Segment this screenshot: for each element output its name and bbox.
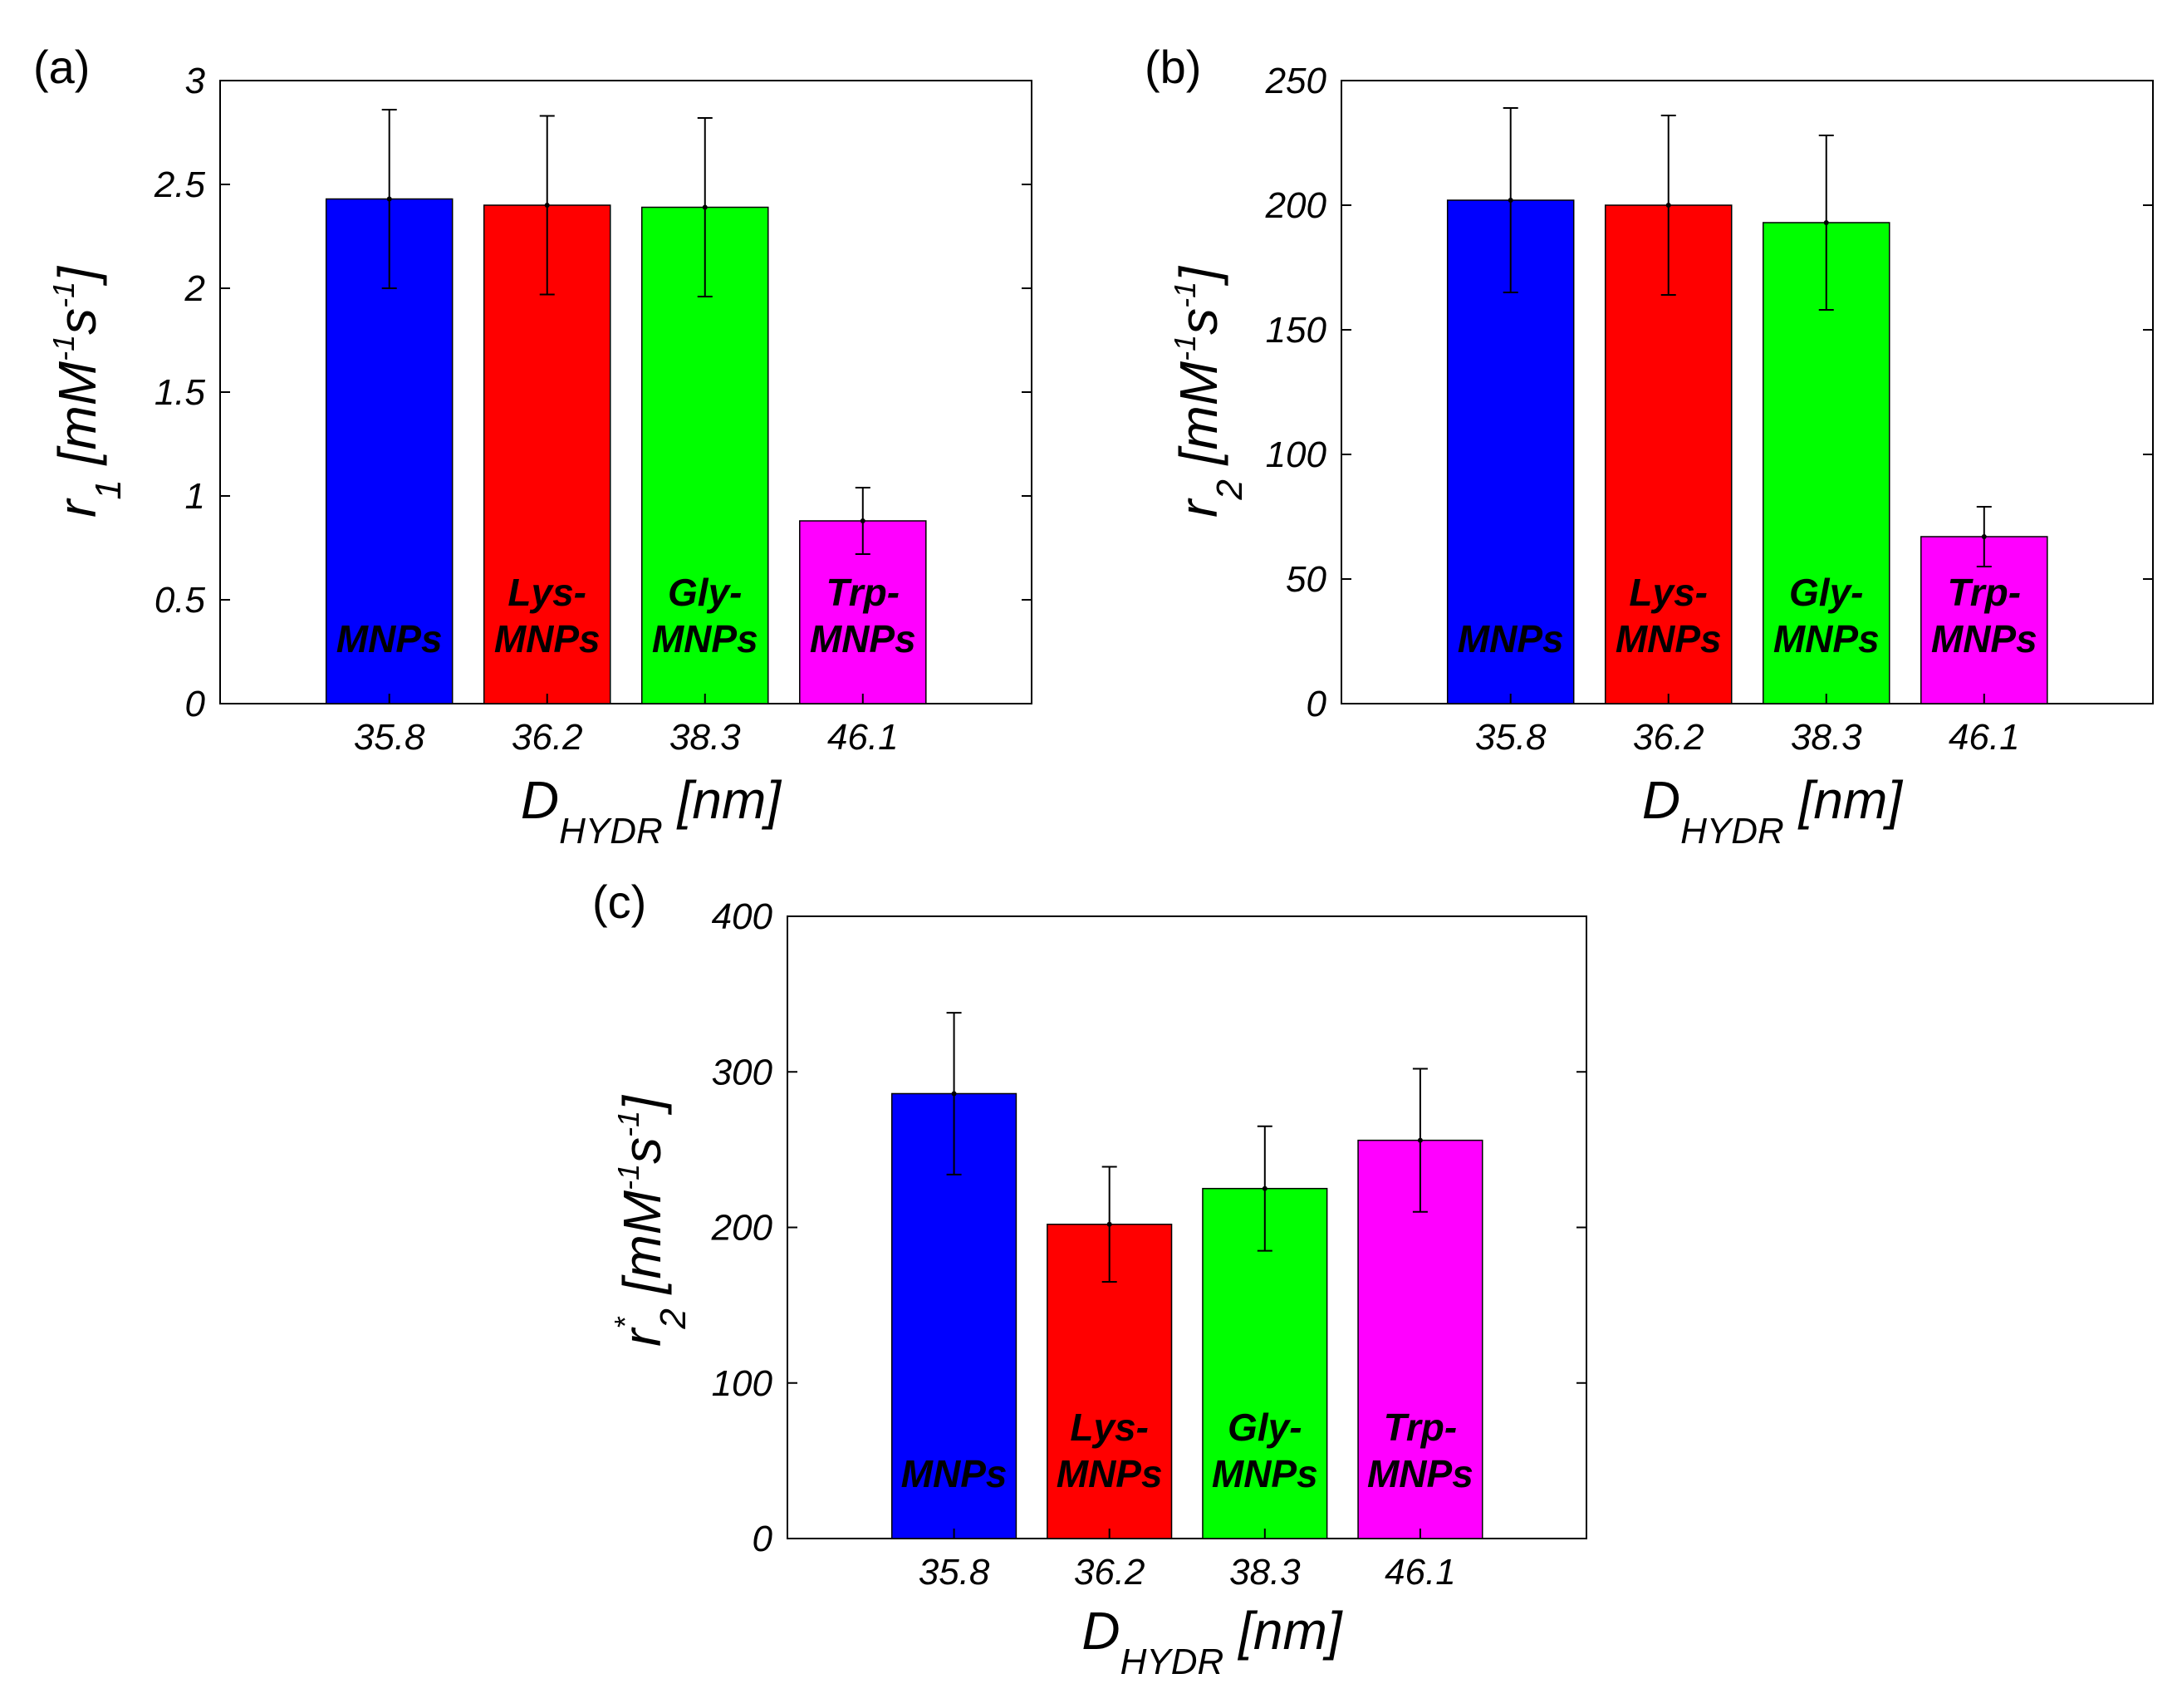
error-center-dot bbox=[1823, 220, 1829, 225]
x-tick-label: 36.2 bbox=[1633, 717, 1704, 758]
x-axis-title: DHYDR [nm] bbox=[521, 770, 782, 852]
y-axis-title: r2 [mM-1s-1] bbox=[1168, 266, 1250, 518]
y-tick-label: 0 bbox=[185, 684, 206, 724]
x-tick-label: 46.1 bbox=[1949, 717, 2020, 758]
bar-label: Trp- bbox=[1384, 1406, 1458, 1449]
y-tick-label: 3 bbox=[185, 61, 206, 101]
y-tick-label: 200 bbox=[1265, 185, 1327, 226]
y-tick-label: 100 bbox=[1266, 434, 1327, 475]
bar-label: Gly- bbox=[1789, 571, 1863, 614]
error-center-dot bbox=[1417, 1137, 1423, 1143]
y-tick-label: 2 bbox=[184, 268, 205, 309]
y-axis-title: r* 2 [mM-1s-1] bbox=[608, 1095, 694, 1347]
bar-label: Trp- bbox=[826, 571, 900, 614]
x-axis-title: DHYDR [nm] bbox=[1081, 1601, 1342, 1682]
bar-label: MNPs bbox=[494, 617, 601, 660]
bar-label: Lys- bbox=[1629, 571, 1708, 614]
bar-label: Lys- bbox=[507, 571, 586, 614]
bar-label: MNPs bbox=[901, 1452, 1008, 1495]
panel-b: (b)05010015020025035.8MNPs36.2Lys-MNPs38… bbox=[1145, 41, 2154, 852]
y-tick-label: 0 bbox=[1307, 684, 1327, 724]
y-tick-label: 1.5 bbox=[154, 372, 206, 413]
panel-label: (b) bbox=[1145, 41, 1201, 93]
x-tick-label: 35.8 bbox=[354, 717, 425, 758]
x-tick-label: 38.3 bbox=[1229, 1552, 1301, 1593]
error-center-dot bbox=[860, 518, 865, 523]
x-tick-label: 38.3 bbox=[1791, 717, 1862, 758]
x-tick-label: 35.8 bbox=[1475, 717, 1547, 758]
bar-label: MNPs bbox=[1616, 617, 1722, 660]
error-center-dot bbox=[544, 203, 550, 208]
error-center-dot bbox=[1262, 1185, 1268, 1191]
y-tick-label: 250 bbox=[1265, 61, 1327, 101]
bar-label: MNPs bbox=[336, 617, 443, 660]
y-axis-title: r1 [mM-1s-1] bbox=[47, 266, 129, 518]
bar-label: MNPs bbox=[1367, 1452, 1473, 1495]
bar-label: MNPs bbox=[652, 617, 758, 660]
panel-label: (c) bbox=[592, 876, 646, 928]
bar-label: MNPs bbox=[1212, 1452, 1318, 1495]
x-tick-label: 46.1 bbox=[1385, 1552, 1456, 1593]
x-tick-label: 46.1 bbox=[827, 717, 899, 758]
y-tick-label: 400 bbox=[712, 896, 773, 937]
error-center-dot bbox=[1508, 198, 1513, 203]
y-tick-label: 200 bbox=[711, 1208, 773, 1249]
bar-label: Gly- bbox=[1228, 1406, 1302, 1449]
error-center-dot bbox=[951, 1091, 957, 1097]
panel-label: (a) bbox=[33, 41, 90, 93]
y-tick-label: 300 bbox=[712, 1052, 773, 1092]
x-tick-label: 36.2 bbox=[1074, 1552, 1145, 1593]
bar-label: MNPs bbox=[1057, 1452, 1163, 1495]
panel-a: (a)00.511.522.5335.8MNPs36.2Lys-MNPs38.3… bbox=[33, 41, 1032, 852]
error-center-dot bbox=[386, 196, 392, 202]
error-center-dot bbox=[1981, 534, 1987, 539]
y-tick-label: 150 bbox=[1266, 310, 1327, 351]
x-axis-title: DHYDR [nm] bbox=[1642, 770, 1903, 852]
bar-label: Lys- bbox=[1070, 1406, 1149, 1449]
error-center-dot bbox=[1665, 203, 1671, 208]
error-center-dot bbox=[702, 204, 708, 210]
bar-label: MNPs bbox=[1931, 617, 2037, 660]
y-tick-label: 100 bbox=[712, 1363, 773, 1404]
bar-label: Trp- bbox=[1947, 571, 2021, 614]
bar-label: MNPs bbox=[1773, 617, 1880, 660]
panel-c: (c)010020030040035.8MNPs36.2Lys-MNPs38.3… bbox=[592, 876, 1587, 1682]
bar-label: MNPs bbox=[1458, 617, 1564, 660]
y-tick-label: 1 bbox=[185, 476, 205, 517]
error-center-dot bbox=[1106, 1221, 1112, 1227]
y-tick-label: 0.5 bbox=[154, 580, 206, 621]
y-tick-label: 50 bbox=[1286, 559, 1326, 600]
bar-label: Gly- bbox=[668, 571, 742, 614]
x-tick-label: 35.8 bbox=[919, 1552, 990, 1593]
plot-frame bbox=[1341, 80, 2154, 704]
x-tick-label: 38.3 bbox=[669, 717, 741, 758]
y-tick-label: 2.5 bbox=[154, 164, 206, 205]
bar-label: MNPs bbox=[810, 617, 916, 660]
y-tick-label: 0 bbox=[753, 1519, 773, 1559]
x-tick-label: 36.2 bbox=[512, 717, 583, 758]
